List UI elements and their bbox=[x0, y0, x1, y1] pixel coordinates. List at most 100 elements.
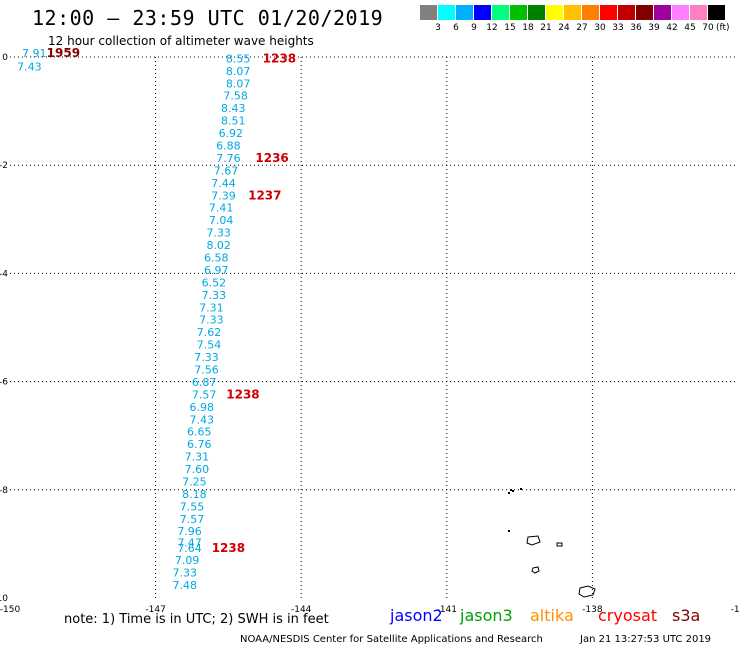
color-scale-unit: (ft) bbox=[716, 23, 730, 33]
color-scale-label: 30 bbox=[594, 23, 606, 33]
wave-height-value: 7.33 bbox=[206, 227, 231, 240]
wave-height-value: 7.56 bbox=[194, 363, 219, 376]
wave-height-value: 7.33 bbox=[172, 566, 197, 579]
islet-dot bbox=[510, 489, 512, 491]
color-scale-label: 6 bbox=[453, 23, 459, 33]
color-scale-label: 21 bbox=[540, 23, 552, 33]
legend-s3a: s3a bbox=[672, 606, 701, 625]
longitude-tick-label: -13 bbox=[731, 605, 740, 615]
color-scale: 3 6 9 12 15 18 21 24 27 30 33 36 39 42 45 70 (ft) bbox=[420, 5, 732, 35]
color-swatch bbox=[672, 5, 689, 20]
wave-height-value: 7.04 bbox=[209, 214, 234, 227]
color-scale-label: 39 bbox=[648, 23, 660, 33]
color-scale-label: 15 bbox=[504, 23, 516, 33]
island-outline bbox=[578, 585, 596, 598]
color-swatch bbox=[438, 5, 455, 20]
wave-height-value: 7.43 bbox=[17, 61, 42, 74]
latitude-tick-label: -4 bbox=[0, 269, 8, 279]
wave-height-value: 8.43 bbox=[221, 102, 246, 115]
wave-height-value: 7.09 bbox=[175, 554, 200, 567]
wave-height-value: 7.57 bbox=[180, 513, 205, 526]
wave-height-value: 7.41 bbox=[209, 202, 234, 215]
islet-dot bbox=[512, 490, 514, 492]
wave-height-value: 6.76 bbox=[187, 438, 212, 451]
wave-height-value: 7.25 bbox=[182, 475, 207, 488]
color-swatch bbox=[600, 5, 617, 20]
wave-height-value: 7.58 bbox=[223, 90, 248, 103]
wave-height-value: 6.58 bbox=[204, 251, 229, 264]
latitude-tick-label: -6 bbox=[0, 378, 8, 388]
generated-timestamp: Jan 21 13:27:53 UTC 2019 bbox=[580, 634, 712, 645]
wave-height-value: 7.33 bbox=[194, 351, 219, 364]
color-scale-label: 9 bbox=[471, 23, 477, 33]
wave-height-value: 7.57 bbox=[192, 388, 217, 401]
units-note: note: 1) Time is in UTC; 2) SWH is in fe… bbox=[64, 612, 329, 627]
color-swatch bbox=[690, 5, 707, 20]
color-swatch bbox=[510, 5, 527, 20]
islet-dot bbox=[508, 530, 510, 532]
wave-height-value: 6.52 bbox=[202, 276, 227, 289]
wave-height-value: 6.87 bbox=[192, 376, 217, 389]
wave-height-value: 6.97 bbox=[204, 264, 229, 277]
color-scale-label: 12 bbox=[486, 23, 498, 33]
wave-height-value: 7.43 bbox=[189, 413, 214, 426]
islet-dot bbox=[520, 488, 522, 490]
longitude-tick-label: -141 bbox=[437, 605, 457, 615]
credit-line: NOAA/NESDIS Center for Satellite Applica… bbox=[240, 634, 543, 645]
wave-height-value: 6.65 bbox=[187, 426, 212, 439]
island-outline bbox=[526, 535, 541, 546]
wave-height-value: 6.98 bbox=[189, 401, 214, 414]
legend-cryosat: cryosat bbox=[598, 606, 658, 625]
color-scale-label: 42 bbox=[666, 23, 678, 33]
color-swatch bbox=[546, 5, 563, 20]
island-outline bbox=[531, 566, 540, 574]
color-scale-label: 33 bbox=[612, 23, 624, 33]
wave-height-value: 7.47 bbox=[177, 537, 202, 550]
wave-height-value: 8.55 bbox=[226, 52, 251, 65]
color-scale-label: 27 bbox=[576, 23, 588, 33]
wave-height-value: 7.54 bbox=[197, 339, 222, 352]
color-scale-label: 3 bbox=[435, 23, 441, 33]
wave-height-value: 7.67 bbox=[214, 164, 239, 177]
wave-height-value: 7.96 bbox=[177, 525, 202, 538]
color-swatch bbox=[618, 5, 635, 20]
wave-height-value: 7.31 bbox=[199, 301, 224, 314]
wave-height-value: 6.88 bbox=[216, 140, 241, 153]
legend-jason2: jason2 bbox=[390, 606, 443, 625]
wave-height-value: 7.33 bbox=[199, 314, 224, 327]
map-title: 12:00 – 23:59 UTC 01/20/2019 bbox=[32, 6, 384, 30]
color-scale-label: 70 bbox=[702, 23, 714, 33]
latitude-tick-label: -2 bbox=[0, 161, 8, 171]
legend-jason3: jason3 bbox=[460, 606, 513, 625]
wave-height-value: 7.76 bbox=[216, 152, 241, 165]
wave-height-value: 7.48 bbox=[172, 579, 197, 592]
wave-height-value: 8.07 bbox=[226, 77, 251, 90]
pass-time-label: 1238 bbox=[212, 541, 245, 555]
wave-height-value: 7.39 bbox=[211, 189, 236, 202]
wave-height-value: 6.92 bbox=[219, 127, 244, 140]
pass-time-label: 1959 bbox=[47, 46, 80, 60]
color-swatch bbox=[474, 5, 491, 20]
wave-height-value: 7.60 bbox=[185, 463, 210, 476]
color-scale-label: 18 bbox=[522, 23, 534, 33]
wave-height-value: 7.33 bbox=[202, 289, 227, 302]
color-swatch bbox=[564, 5, 581, 20]
legend-altika: altika bbox=[530, 606, 574, 625]
color-swatch bbox=[636, 5, 653, 20]
pass-time-label: 1238 bbox=[226, 387, 259, 401]
map-subtitle: 12 hour collection of altimeter wave hei… bbox=[48, 34, 314, 48]
color-swatch bbox=[456, 5, 473, 20]
longitude-tick-label: -147 bbox=[145, 605, 165, 615]
latitude-tick-label: 0 bbox=[2, 53, 8, 63]
island-outline bbox=[556, 542, 563, 547]
wave-height-value: 8.18 bbox=[182, 488, 207, 501]
color-swatch bbox=[420, 5, 437, 20]
longitude-tick-label: -150 bbox=[0, 605, 20, 615]
color-swatch bbox=[492, 5, 509, 20]
longitude-tick-label: -138 bbox=[582, 605, 603, 615]
wave-height-value: 8.02 bbox=[206, 239, 231, 252]
wave-height-value: 7.31 bbox=[185, 451, 210, 464]
latitude-tick-label: -10 bbox=[0, 594, 8, 604]
color-swatch bbox=[654, 5, 671, 20]
